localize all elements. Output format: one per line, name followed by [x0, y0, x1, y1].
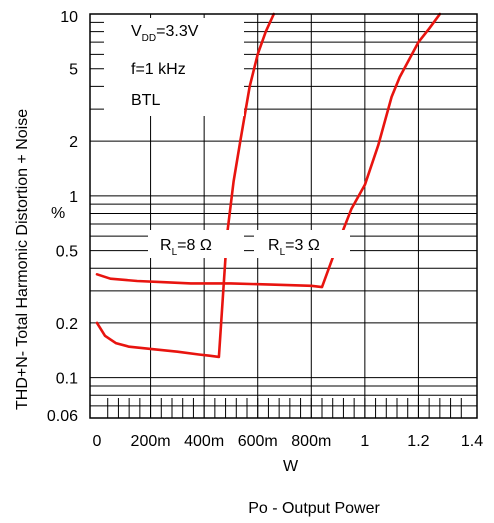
- rl-8-ohm-label: RL=8 Ω: [160, 237, 212, 258]
- y-tick-label: 5: [69, 62, 78, 79]
- series-curve-1: [95, 12, 276, 359]
- vdd-annotation: VDD=3.3V: [131, 23, 199, 44]
- mode-annotation: BTL: [131, 92, 160, 109]
- rl-8-prefix: R: [160, 237, 172, 254]
- rl-8-subscript: L: [172, 247, 178, 258]
- y-tick-label: 2: [69, 134, 78, 151]
- x-minor-ticks: [107, 398, 462, 418]
- frequency-annotation: f=1 kHz: [131, 61, 186, 78]
- series-curves: [95, 12, 442, 359]
- y-tick-label: 1: [69, 189, 78, 206]
- vdd-subscript: DD: [142, 33, 156, 44]
- rl-3-subscript: L: [280, 247, 286, 258]
- rl8-label-mask: [148, 230, 244, 258]
- x-tick-labels: 0 200m 400m 600m 800m 1 1.2 1.4: [93, 433, 484, 450]
- rl3-label-mask: [254, 230, 350, 258]
- series-curve-0: [95, 12, 442, 289]
- x-tick-label: 1: [360, 433, 369, 450]
- rl-3-ohm-label: RL=3 Ω: [268, 237, 320, 258]
- y-axis-unit: %: [51, 205, 65, 222]
- x-tick-label: 1.4: [461, 433, 483, 450]
- x-tick-label: 0: [93, 433, 102, 450]
- plot-frame: [89, 13, 478, 419]
- rl-8-value: =8 Ω: [177, 237, 212, 254]
- x-tick-label: 600m: [238, 433, 278, 450]
- x-tick-label: 200m: [131, 433, 171, 450]
- vdd-value: =3.3V: [156, 23, 199, 40]
- x-axis-unit: W: [283, 458, 299, 475]
- x-tick-label: 400m: [184, 433, 224, 450]
- y-tick-label: 10: [60, 9, 78, 26]
- x-tick-label: 1.2: [407, 433, 429, 450]
- x-tick-label: 800m: [291, 433, 331, 450]
- y-tick-label: 0.1: [56, 371, 78, 388]
- rl-3-value: =3 Ω: [285, 237, 320, 254]
- conditions-box-mask: [104, 18, 244, 116]
- y-tick-label: 0.06: [47, 408, 78, 425]
- grid-lines: [90, 14, 477, 418]
- y-tick-label: 0.5: [56, 244, 78, 261]
- vdd-prefix: V: [131, 23, 142, 40]
- y-tick-labels: 0.06 0.1 0.2 0.5 1 2 5 10: [47, 9, 78, 425]
- y-tick-label: 0.2: [56, 316, 78, 333]
- x-axis-label: Po - Output Power: [248, 500, 380, 517]
- rl-3-prefix: R: [268, 237, 280, 254]
- y-axis-label: THD+N- Total Harmonic Distortion + Noise: [14, 109, 31, 410]
